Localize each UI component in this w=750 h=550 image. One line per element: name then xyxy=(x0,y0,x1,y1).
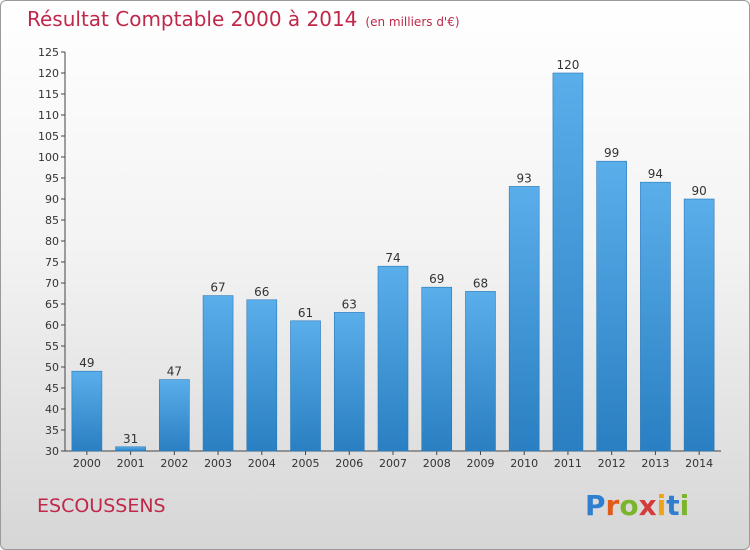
y-tick-label: 115 xyxy=(38,88,59,101)
bar-value-label: 69 xyxy=(429,272,444,286)
bar xyxy=(640,181,671,452)
x-tick-label: 2011 xyxy=(554,457,582,470)
y-tick-label: 90 xyxy=(45,193,59,206)
bar xyxy=(71,370,103,452)
bar-value-label: 67 xyxy=(210,281,225,295)
y-tick-label: 60 xyxy=(45,319,59,332)
y-tick-label: 50 xyxy=(45,361,59,374)
x-tick-label: 2009 xyxy=(466,457,494,470)
town-name: ESCOUSSENS xyxy=(37,495,166,517)
bar xyxy=(421,286,453,452)
x-tick-label: 2004 xyxy=(248,457,276,470)
bar xyxy=(115,446,146,452)
bar-value-label: 61 xyxy=(298,306,313,320)
bar-value-label: 99 xyxy=(604,146,619,160)
y-tick-label: 105 xyxy=(38,130,59,143)
bar xyxy=(683,198,715,452)
bar-value-label: 94 xyxy=(648,167,663,181)
y-tick-label: 70 xyxy=(45,277,59,290)
y-tick-label: 45 xyxy=(45,382,59,395)
x-tick-label: 2010 xyxy=(510,457,538,470)
x-tick-label: 2013 xyxy=(641,457,669,470)
y-tick-label: 75 xyxy=(45,256,59,269)
bar-value-label: 74 xyxy=(385,251,400,265)
x-tick-label: 2003 xyxy=(204,457,232,470)
bar-value-label: 66 xyxy=(254,285,269,299)
bar-value-label: 49 xyxy=(79,356,94,370)
bar-value-label: 93 xyxy=(517,171,532,185)
bar xyxy=(508,186,540,452)
y-tick-label: 100 xyxy=(38,151,59,164)
y-tick-label: 120 xyxy=(38,67,59,80)
x-tick-label: 2000 xyxy=(73,457,101,470)
y-tick-label: 55 xyxy=(45,340,59,353)
chart-unit: (en milliers d'€) xyxy=(365,15,460,29)
proxiti-logo[interactable]: Proxiti xyxy=(585,489,690,522)
bar-value-label: 68 xyxy=(473,276,488,290)
bar-value-label: 120 xyxy=(556,58,579,72)
x-tick-label: 2014 xyxy=(685,457,713,470)
y-tick-label: 95 xyxy=(45,172,59,185)
bar xyxy=(333,312,365,452)
x-tick-label: 2002 xyxy=(160,457,188,470)
bar xyxy=(202,295,234,452)
bar-value-label: 31 xyxy=(123,432,138,446)
y-tick-label: 110 xyxy=(38,109,59,122)
bar-value-label: 47 xyxy=(167,365,182,379)
chart-title-block: Résultat Comptable 2000 à 2014 (en millie… xyxy=(27,7,460,31)
x-tick-label: 2012 xyxy=(598,457,626,470)
y-tick-label: 35 xyxy=(45,424,59,437)
y-tick-label: 30 xyxy=(45,445,59,458)
x-tick-label: 2001 xyxy=(117,457,145,470)
bar xyxy=(377,265,409,452)
bar xyxy=(465,291,496,452)
bar xyxy=(290,320,321,452)
y-tick-label: 65 xyxy=(45,298,59,311)
bar-value-label: 63 xyxy=(342,297,357,311)
bar xyxy=(159,379,190,452)
y-tick-label: 85 xyxy=(45,214,59,227)
bar xyxy=(596,160,627,452)
y-tick-label: 80 xyxy=(45,235,59,248)
bar-value-label: 90 xyxy=(691,184,706,198)
x-tick-label: 2005 xyxy=(292,457,320,470)
bar xyxy=(246,299,278,452)
chart-title: Résultat Comptable 2000 à 2014 xyxy=(27,7,358,31)
x-tick-label: 2008 xyxy=(423,457,451,470)
y-tick-label: 125 xyxy=(38,46,59,59)
y-tick-label: 40 xyxy=(45,403,59,416)
bar xyxy=(552,72,584,452)
x-tick-label: 2007 xyxy=(379,457,407,470)
x-tick-label: 2006 xyxy=(335,457,363,470)
